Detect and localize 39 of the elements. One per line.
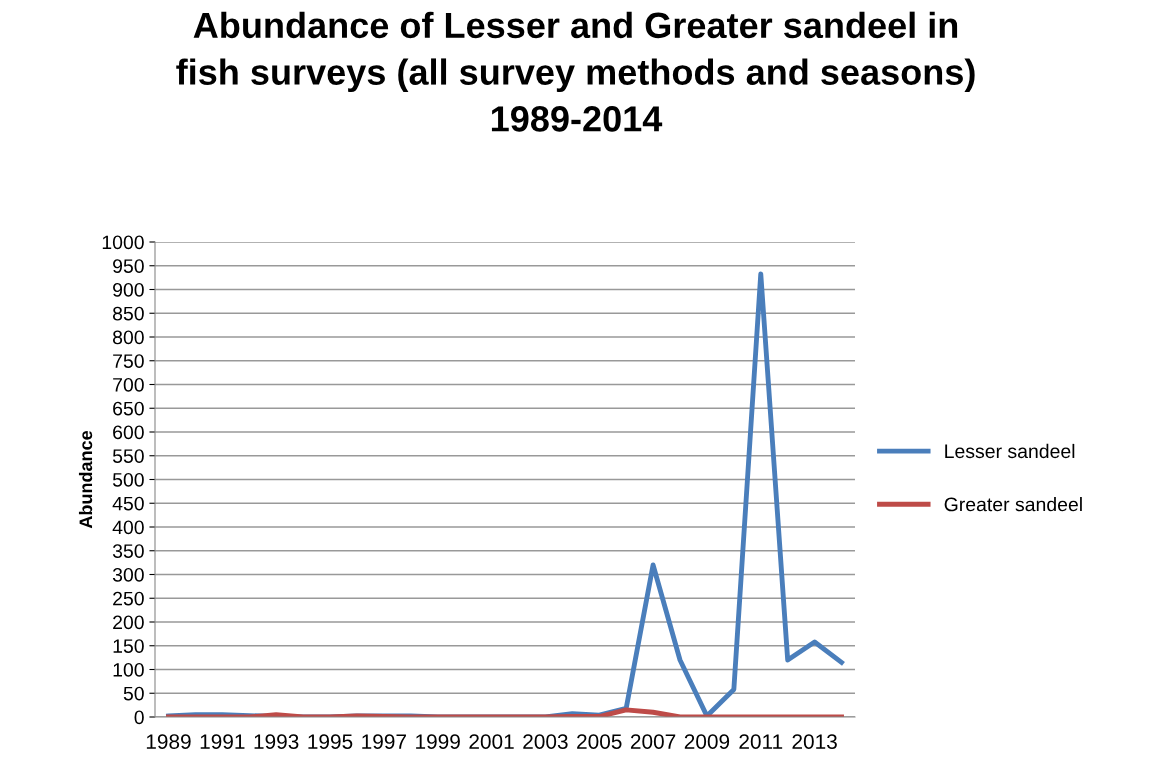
y-tick-label: 650 xyxy=(113,401,144,416)
x-tick-label: 1993 xyxy=(254,734,299,749)
line-series xyxy=(166,707,844,717)
y-tick-label: 300 xyxy=(112,567,144,582)
x-tick-label: 1989 xyxy=(146,734,191,749)
x-tick-label: 1999 xyxy=(416,734,460,749)
y-axis-title: Abundance xyxy=(78,430,93,529)
x-tick-label: 2001 xyxy=(469,734,514,749)
y-tick-label: 950 xyxy=(113,259,144,273)
x-tick-label: 2009 xyxy=(684,734,730,749)
y-tick-label: 450 xyxy=(112,496,144,511)
x-tick-label: 2011 xyxy=(739,734,783,749)
legend-label: Lesser sandeel xyxy=(945,443,1075,459)
y-tick-label: 850 xyxy=(112,306,144,321)
y-tick-label: 550 xyxy=(112,449,144,463)
y-tick-label: 600 xyxy=(113,425,144,440)
y-tick-label: 150 xyxy=(113,639,144,653)
y-tick-label: 0 xyxy=(134,710,144,725)
x-tick-label: 2007 xyxy=(630,734,676,749)
y-tick-label: 200 xyxy=(113,615,144,630)
y-tick-label: 900 xyxy=(113,282,144,297)
y-tick-label: 100 xyxy=(113,662,144,677)
y-tick-label: 350 xyxy=(112,544,144,558)
y-tick-label: 750 xyxy=(113,354,144,368)
y-tick-label: 1000 xyxy=(102,235,144,250)
x-tick-label: 1991 xyxy=(200,734,245,749)
y-tick-label: 800 xyxy=(112,330,144,345)
y-tick-label: 500 xyxy=(112,472,144,487)
y-tick-label: 400 xyxy=(112,520,144,535)
chart-title: Abundance of Lesser and Greater sandeel in fish surveys (all survey methods and seasons) 1989-2014 xyxy=(176,11,975,132)
x-tick-label: 2005 xyxy=(577,734,622,749)
y-tick-label: 700 xyxy=(113,377,144,392)
legend-label: Greater sandeel xyxy=(944,497,1082,512)
x-tick-label: 1995 xyxy=(308,734,353,749)
x-tick-label: 2013 xyxy=(792,734,837,749)
x-tick-label: 2003 xyxy=(523,734,568,749)
x-tick-label: 1997 xyxy=(362,734,406,749)
y-tick-label: 50 xyxy=(123,686,144,701)
y-tick-label: 250 xyxy=(113,591,144,606)
